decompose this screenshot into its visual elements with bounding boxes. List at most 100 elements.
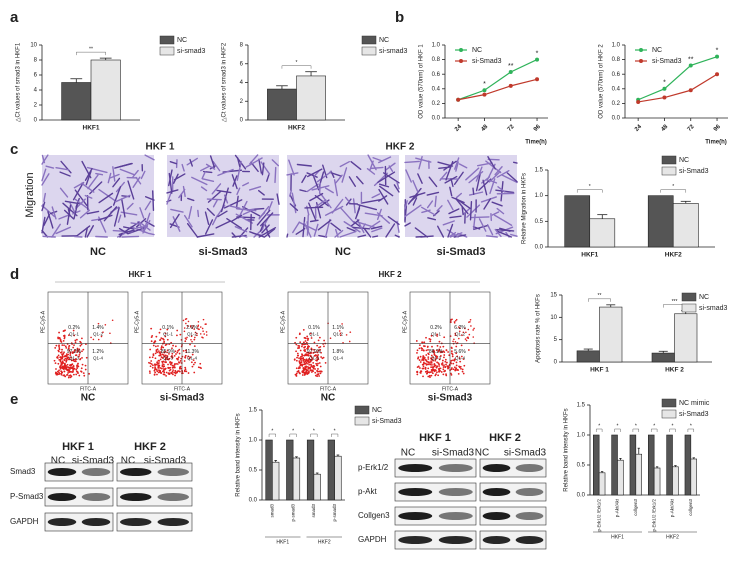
event-dot — [154, 345, 157, 348]
quadrant-name: Q1-4 — [455, 356, 466, 361]
event-dot — [422, 356, 424, 359]
event-dot — [57, 373, 60, 376]
cell — [427, 217, 437, 221]
significance-label: ** — [598, 293, 602, 299]
blot-band — [398, 512, 433, 520]
event-dot — [431, 364, 433, 366]
event-dot — [199, 326, 202, 328]
cell — [109, 173, 120, 179]
quadrant-name: Q1-3 — [163, 356, 174, 361]
cell — [449, 232, 463, 238]
blot-band — [398, 536, 433, 544]
event-dot — [329, 337, 332, 340]
x-tick-label: collgen3 — [688, 499, 693, 516]
y-tick-label: 0.2 — [432, 101, 441, 107]
event-dot — [166, 355, 169, 357]
event-dot — [310, 356, 313, 359]
cell — [41, 201, 46, 212]
event-dot — [58, 346, 61, 349]
event-dot — [323, 339, 326, 342]
event-dot — [443, 356, 445, 359]
event-dot — [422, 363, 425, 365]
event-dot — [61, 371, 63, 374]
blot-frame — [116, 462, 193, 482]
event-dot — [65, 360, 68, 363]
cell — [333, 179, 339, 197]
event-dot — [304, 340, 307, 342]
cell — [454, 157, 460, 170]
image-caption: si-Smad3 — [160, 393, 205, 404]
y-tick-label: 1.0 — [249, 438, 258, 444]
event-dot — [444, 360, 447, 363]
event-dot — [79, 344, 82, 347]
cell — [356, 175, 364, 185]
event-dot — [307, 367, 310, 370]
cell — [493, 214, 513, 226]
row-label: GAPDH — [10, 517, 39, 526]
cell — [417, 173, 423, 184]
cell — [205, 163, 216, 170]
event-dot — [185, 322, 187, 325]
event-dot — [441, 351, 444, 353]
event-dot — [162, 373, 165, 376]
y-tick-label: 0.8 — [612, 57, 621, 63]
event-dot — [422, 365, 425, 368]
cell — [207, 190, 222, 203]
event-dot — [81, 337, 83, 340]
y-tick-label: 0.5 — [249, 468, 258, 474]
legend-label: si-Smad3 — [472, 58, 502, 65]
cell — [248, 185, 262, 191]
cell — [472, 214, 476, 230]
event-dot — [310, 348, 313, 351]
event-dot — [192, 363, 195, 366]
cell — [86, 225, 94, 238]
event-dot — [309, 332, 312, 335]
quadrant-value: 0.1% — [162, 325, 174, 331]
y-tick-label: 5 — [554, 337, 558, 343]
event-dot — [203, 333, 206, 335]
cell — [470, 216, 490, 219]
cell — [354, 207, 361, 220]
event-dot — [316, 351, 319, 354]
event-dot — [63, 359, 66, 362]
cell — [361, 198, 382, 204]
event-dot — [315, 362, 318, 365]
event-dot — [73, 350, 76, 352]
significance-bracket — [595, 428, 603, 432]
cell — [376, 212, 391, 224]
significance-label: * — [292, 428, 294, 434]
cell — [491, 201, 503, 207]
cell — [446, 229, 459, 238]
event-dot — [319, 345, 322, 348]
cell — [103, 206, 118, 222]
cell — [170, 208, 184, 213]
event-dot — [303, 354, 306, 357]
event-dot — [441, 359, 444, 362]
event-dot — [201, 336, 203, 338]
event-dot — [454, 320, 457, 322]
event-dot — [295, 375, 298, 377]
event-dot — [58, 369, 60, 372]
event-dot — [160, 345, 163, 348]
series-line — [637, 56, 718, 101]
event-dot — [306, 347, 309, 350]
cell — [302, 216, 306, 238]
x-axis-label: Time(h) — [705, 140, 727, 146]
event-dot — [426, 372, 429, 375]
event-dot — [73, 334, 76, 337]
event-dot — [315, 351, 317, 353]
event-dot — [197, 366, 200, 369]
bar — [327, 439, 335, 501]
blot-band — [515, 488, 544, 496]
event-dot — [448, 354, 451, 357]
cell — [241, 234, 248, 238]
event-dot — [199, 362, 202, 365]
cell — [324, 187, 334, 194]
x-tick-label: 72 — [687, 123, 696, 132]
y-tick-label: 1.0 — [535, 193, 544, 199]
cell — [369, 160, 374, 172]
cell — [200, 165, 210, 172]
event-dot — [316, 373, 319, 376]
series-line — [638, 73, 718, 103]
